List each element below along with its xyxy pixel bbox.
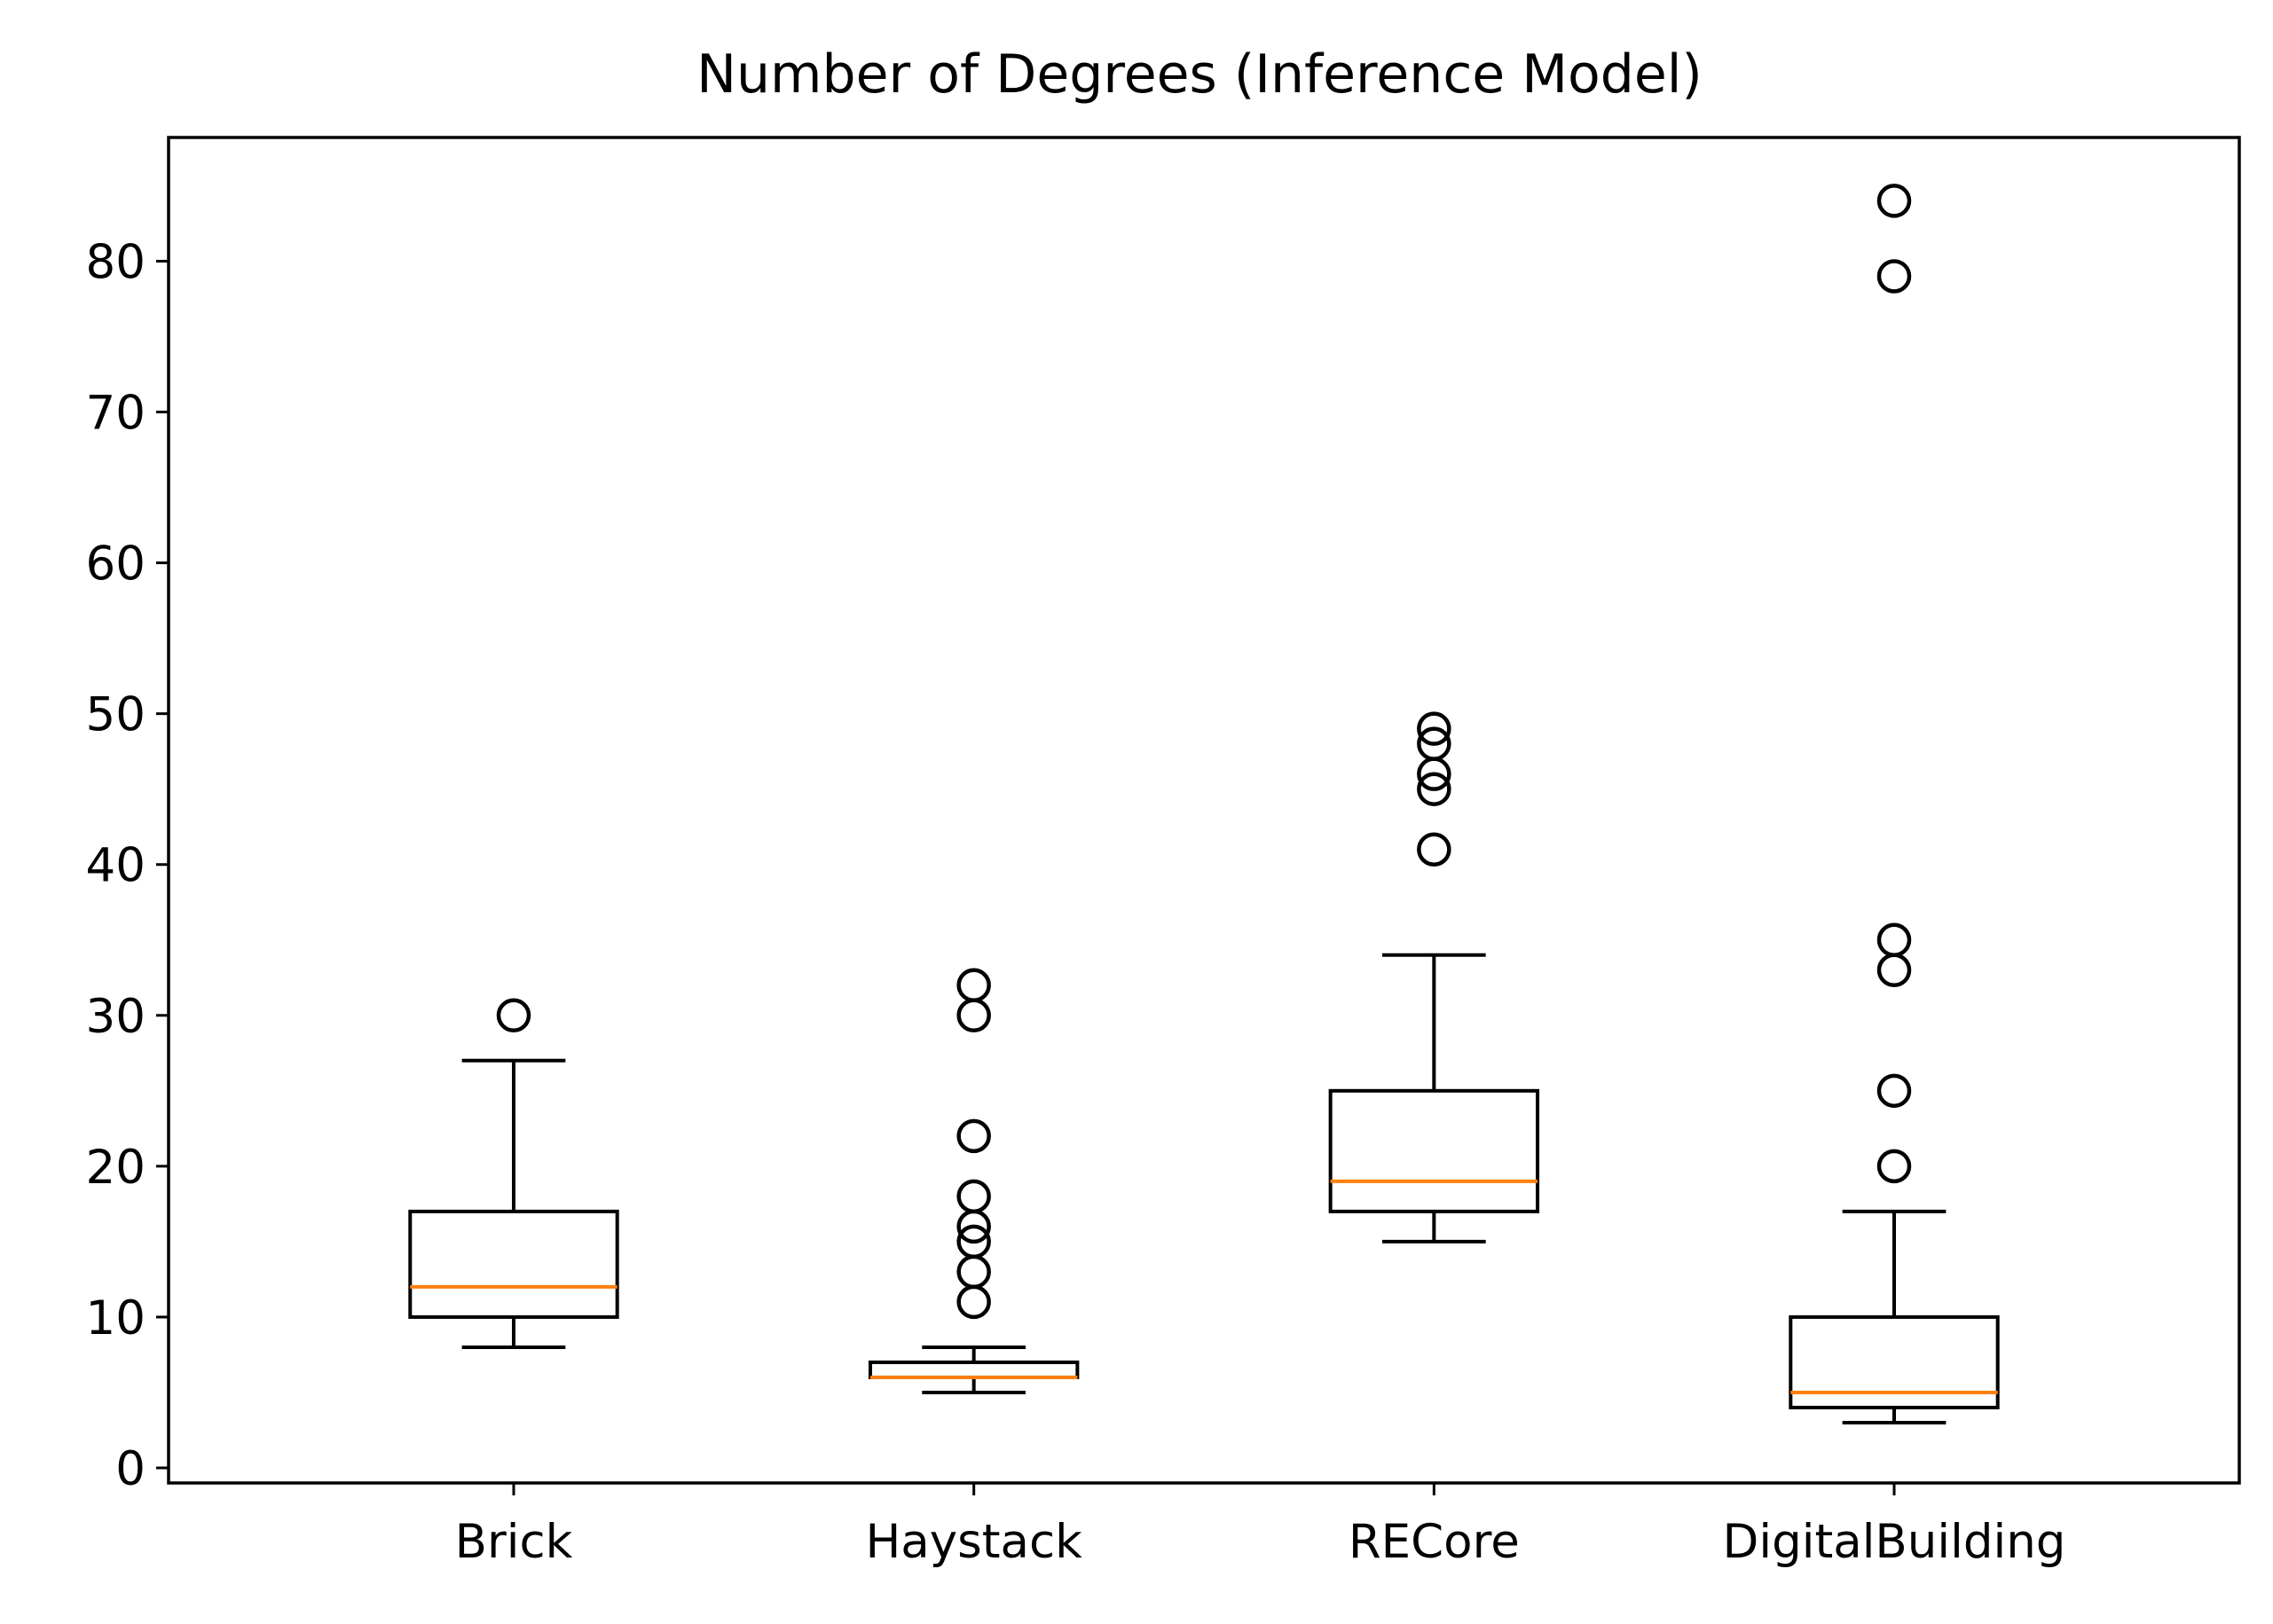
x-tick-label: RECore (1349, 1515, 1520, 1569)
outlier-point (956, 1118, 991, 1154)
outlier-point (1876, 1149, 1912, 1184)
y-tick-label: 60 (86, 537, 146, 592)
outlier-point (1417, 726, 1451, 761)
box-digitalbuilding (1789, 184, 2000, 1424)
outlier-point (1876, 1073, 1912, 1109)
outlier-point (496, 998, 531, 1033)
outlier-point (956, 1254, 991, 1290)
plot-frame (167, 136, 2241, 1485)
outlier-point (1417, 711, 1451, 746)
outlier-point (956, 998, 991, 1033)
box-recore (1328, 711, 1540, 1243)
x-tick-label: Haystack (865, 1515, 1082, 1569)
y-tick-label: 0 (115, 1442, 146, 1496)
outlier-point (956, 968, 991, 1003)
chart-title: Number of Degrees (Inference Model) (696, 43, 1703, 106)
outlier-point (1876, 953, 1912, 988)
box-series (408, 184, 2000, 1424)
y-tick-label: 40 (86, 839, 146, 893)
y-tick-label: 20 (86, 1141, 146, 1195)
box-haystack (868, 968, 1080, 1394)
iqr-box (1789, 1314, 2000, 1409)
outlier-point (1876, 259, 1912, 294)
outlier-point (956, 1179, 991, 1214)
box-brick (408, 998, 619, 1349)
outlier-point (1876, 184, 1912, 218)
outlier-point (1876, 922, 1912, 958)
y-tick-label: 30 (86, 990, 146, 1044)
y-axis: 0 10 20 30 40 50 60 70 80 (86, 235, 169, 1496)
x-tick-label: Brick (455, 1515, 573, 1569)
outlier-point (1417, 832, 1451, 867)
x-axis: Brick Haystack RECore DigitalBuilding (455, 1483, 2066, 1569)
iqr-box (1328, 1088, 1540, 1213)
y-tick-label: 10 (86, 1291, 146, 1345)
outlier-point (956, 1224, 991, 1259)
y-tick-label: 80 (86, 235, 146, 289)
outlier-point (1417, 772, 1451, 806)
iqr-box (868, 1360, 1080, 1379)
x-tick-label: DigitalBuilding (1723, 1515, 2066, 1569)
iqr-box (408, 1209, 619, 1319)
outlier-point (956, 1284, 991, 1320)
y-tick-label: 70 (86, 387, 146, 441)
y-tick-label: 50 (86, 688, 146, 742)
